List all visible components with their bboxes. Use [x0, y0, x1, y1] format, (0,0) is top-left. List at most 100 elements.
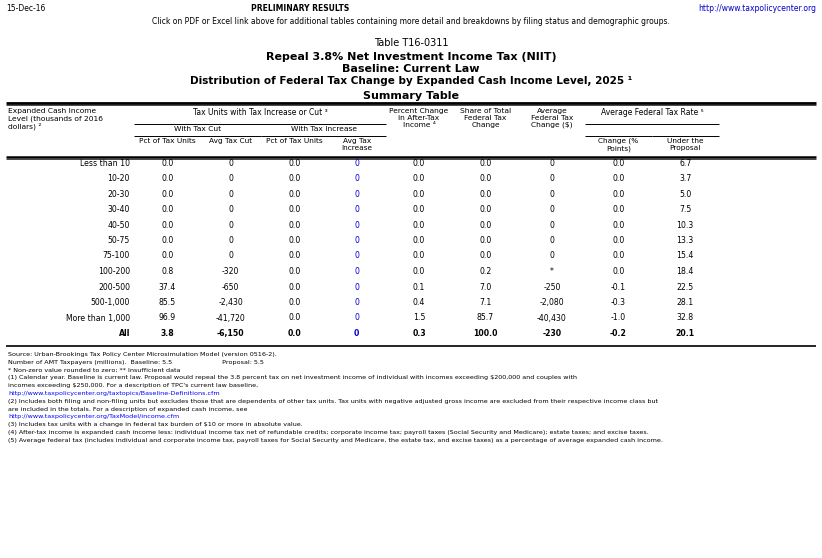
Text: 0: 0 — [549, 220, 554, 229]
Text: 0.0: 0.0 — [289, 252, 301, 261]
Text: are included in the totals. For a description of expanded cash income, see: are included in the totals. For a descri… — [8, 407, 247, 412]
Text: 18.4: 18.4 — [677, 267, 694, 276]
Text: -40,430: -40,430 — [537, 314, 567, 323]
Text: Avg Tax
Increase: Avg Tax Increase — [341, 138, 372, 151]
Text: 1.5: 1.5 — [413, 314, 425, 323]
Text: 96.9: 96.9 — [159, 314, 176, 323]
Text: 0.0: 0.0 — [161, 220, 173, 229]
Text: 32.8: 32.8 — [677, 314, 694, 323]
Text: 0: 0 — [354, 236, 359, 245]
Text: More than 1,000: More than 1,000 — [66, 314, 130, 323]
Text: Share of Total
Federal Tax
Change: Share of Total Federal Tax Change — [460, 108, 511, 128]
Text: Under the
Proposal: Under the Proposal — [667, 138, 704, 151]
Text: 5.0: 5.0 — [679, 190, 691, 199]
Text: http://www.taxpolicycenter.org/taxtopics/Baseline-Definitions.cfm: http://www.taxpolicycenter.org/taxtopics… — [8, 391, 219, 396]
Text: 3.8: 3.8 — [160, 329, 174, 338]
Text: 15.4: 15.4 — [677, 252, 694, 261]
Text: 0: 0 — [354, 329, 359, 338]
Text: Repeal 3.8% Net Investment Income Tax (NIIT): Repeal 3.8% Net Investment Income Tax (N… — [266, 52, 556, 62]
Text: -650: -650 — [222, 282, 239, 291]
Text: 0.4: 0.4 — [413, 298, 425, 307]
Text: (5) Average federal tax (includes individual and corporate income tax, payroll t: (5) Average federal tax (includes indivi… — [8, 438, 663, 443]
Text: 0.1: 0.1 — [413, 282, 425, 291]
Text: 0.0: 0.0 — [479, 174, 492, 183]
Text: 37.4: 37.4 — [159, 282, 176, 291]
Text: 20-30: 20-30 — [108, 190, 130, 199]
Text: 0.0: 0.0 — [289, 236, 301, 245]
Text: 30-40: 30-40 — [108, 205, 130, 214]
Text: 0.0: 0.0 — [289, 205, 301, 214]
Text: Pct of Tax Units: Pct of Tax Units — [139, 138, 196, 144]
Text: 40-50: 40-50 — [108, 220, 130, 229]
Text: Click on PDF or Excel link above for additional tables containing more detail an: Click on PDF or Excel link above for add… — [152, 17, 670, 26]
Text: -2,430: -2,430 — [219, 298, 243, 307]
Text: Baseline: Current Law: Baseline: Current Law — [342, 64, 480, 74]
Text: 500-1,000: 500-1,000 — [90, 298, 130, 307]
Text: 0.0: 0.0 — [612, 190, 625, 199]
Text: 7.1: 7.1 — [479, 298, 492, 307]
Text: 0: 0 — [354, 282, 359, 291]
Text: 0: 0 — [229, 236, 233, 245]
Text: 0.0: 0.0 — [289, 267, 301, 276]
Text: Percent Change
in After-Tax
Income ⁴: Percent Change in After-Tax Income ⁴ — [390, 108, 449, 128]
Text: 0: 0 — [229, 252, 233, 261]
Text: -320: -320 — [222, 267, 239, 276]
Text: 0.0: 0.0 — [612, 205, 625, 214]
Text: 0.0: 0.0 — [413, 158, 425, 167]
Text: 0.0: 0.0 — [612, 158, 625, 167]
Text: 0: 0 — [354, 298, 359, 307]
Text: -41,720: -41,720 — [216, 314, 246, 323]
Text: -0.3: -0.3 — [611, 298, 626, 307]
Text: 6.7: 6.7 — [679, 158, 691, 167]
Text: 0.0: 0.0 — [413, 220, 425, 229]
Text: * Non-zero value rounded to zero; ** Insufficient data: * Non-zero value rounded to zero; ** Ins… — [8, 368, 180, 373]
Text: 0.0: 0.0 — [413, 190, 425, 199]
Text: 0: 0 — [549, 190, 554, 199]
Text: (3) Includes tax units with a change in federal tax burden of $10 or more in abs: (3) Includes tax units with a change in … — [8, 422, 302, 427]
Text: Average
Federal Tax
Change ($): Average Federal Tax Change ($) — [531, 108, 573, 128]
Text: 0: 0 — [549, 236, 554, 245]
Text: 85.7: 85.7 — [477, 314, 494, 323]
Text: 0.0: 0.0 — [413, 174, 425, 183]
Text: 200-500: 200-500 — [98, 282, 130, 291]
Text: 0.0: 0.0 — [612, 236, 625, 245]
Text: With Tax Cut: With Tax Cut — [174, 126, 221, 132]
Text: 0: 0 — [354, 190, 359, 199]
Text: 0: 0 — [354, 220, 359, 229]
Text: 0.0: 0.0 — [289, 314, 301, 323]
Text: http://www.taxpolicycenter.org/TaxModel/income.cfm: http://www.taxpolicycenter.org/TaxModel/… — [8, 415, 179, 420]
Text: 0.0: 0.0 — [479, 252, 492, 261]
Text: 0.0: 0.0 — [612, 252, 625, 261]
Text: Average Federal Tax Rate ⁵: Average Federal Tax Rate ⁵ — [601, 108, 704, 117]
Text: 0.0: 0.0 — [413, 205, 425, 214]
Text: 10.3: 10.3 — [677, 220, 694, 229]
Text: 10-20: 10-20 — [108, 174, 130, 183]
Text: 0.0: 0.0 — [161, 174, 173, 183]
Text: 0.0: 0.0 — [289, 158, 301, 167]
Text: 7.0: 7.0 — [479, 282, 492, 291]
Text: 0.0: 0.0 — [479, 220, 492, 229]
Text: 0: 0 — [354, 267, 359, 276]
Text: 0.0: 0.0 — [289, 298, 301, 307]
Text: 0.0: 0.0 — [161, 190, 173, 199]
Text: 0: 0 — [229, 220, 233, 229]
Text: 0.8: 0.8 — [161, 267, 173, 276]
Text: Number of AMT Taxpayers (millions).  Baseline: 5.5                         Propo: Number of AMT Taxpayers (millions). Base… — [8, 360, 264, 365]
Text: Pct of Tax Units: Pct of Tax Units — [266, 138, 323, 144]
Text: 0.0: 0.0 — [289, 190, 301, 199]
Text: 0.0: 0.0 — [413, 236, 425, 245]
Text: With Tax Increase: With Tax Increase — [290, 126, 357, 132]
Text: 22.5: 22.5 — [677, 282, 694, 291]
Text: *: * — [550, 267, 554, 276]
Text: Change (%
Points): Change (% Points) — [598, 138, 639, 152]
Text: 0: 0 — [229, 205, 233, 214]
Text: 0.0: 0.0 — [289, 282, 301, 291]
Text: 0: 0 — [549, 174, 554, 183]
Text: Expanded Cash Income
Level (thousands of 2016
dollars) ²: Expanded Cash Income Level (thousands of… — [8, 108, 103, 130]
Text: 0: 0 — [354, 174, 359, 183]
Text: 0.0: 0.0 — [288, 329, 301, 338]
Text: Avg Tax Cut: Avg Tax Cut — [210, 138, 252, 144]
Text: 0.0: 0.0 — [161, 205, 173, 214]
Text: PRELIMINARY RESULTS: PRELIMINARY RESULTS — [251, 4, 349, 13]
Text: -6,150: -6,150 — [217, 329, 245, 338]
